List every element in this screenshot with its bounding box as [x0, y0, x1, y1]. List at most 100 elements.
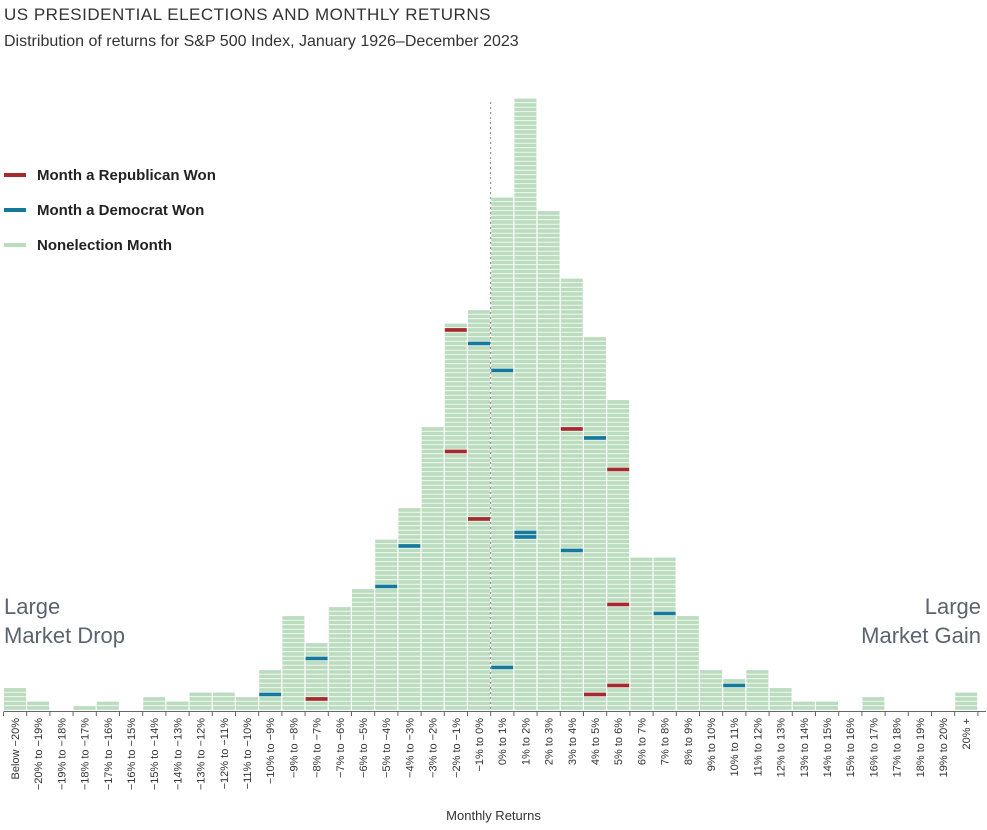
bar: [792, 701, 815, 710]
month-cell: [375, 692, 398, 697]
month-cell: [607, 548, 630, 553]
month-cell: [607, 476, 630, 481]
month-cell: [537, 679, 560, 683]
month-cell: [468, 431, 490, 436]
month-cell: [491, 499, 514, 503]
month-cell: [398, 517, 421, 521]
month-cell: [560, 553, 583, 557]
month-cell: [514, 697, 537, 701]
month-cell: [282, 670, 305, 674]
month-cell: [560, 377, 583, 382]
month-cell: [514, 391, 537, 395]
x-tick-label: 17% to 18%: [892, 718, 904, 778]
month-cell: [514, 593, 537, 598]
month-cell: [700, 688, 722, 692]
month-cell: [514, 566, 537, 571]
month-cell: [584, 355, 606, 359]
month-cell: [630, 593, 653, 598]
month-cell: [537, 526, 560, 530]
month-cell: [537, 494, 560, 499]
month-cell: [584, 697, 606, 701]
month-cell: [328, 688, 351, 692]
bars-group: [4, 98, 978, 710]
month-cell: [560, 593, 583, 598]
month-cell: [584, 634, 606, 638]
month-cell: [328, 697, 351, 701]
month-cell: [444, 364, 467, 368]
month-cell: [491, 625, 514, 629]
month-cell: [514, 287, 537, 292]
month-cell: [491, 364, 514, 368]
month-cell: [560, 611, 583, 616]
month-cell: [468, 661, 490, 665]
month-cell: [514, 584, 537, 589]
bar: [143, 697, 166, 710]
bar: [375, 539, 398, 710]
month-cell: [468, 382, 490, 386]
month-cell: [514, 377, 537, 382]
month-cell: [421, 571, 444, 575]
month-cell: [468, 400, 490, 404]
month-cell: [375, 589, 398, 593]
month-cell: [514, 269, 537, 274]
month-cell: [630, 611, 653, 616]
month-cell: [537, 305, 560, 310]
month-cell: [514, 386, 537, 391]
month-cell: [653, 620, 676, 625]
month-cell: [584, 517, 606, 521]
month-cell: [537, 683, 560, 688]
month-cell: [537, 319, 560, 323]
x-tick-label: 13% to 14%: [799, 718, 811, 778]
month-cell: [468, 647, 490, 652]
month-cell: [468, 652, 490, 656]
month-cell: [468, 440, 490, 445]
month-cell: [607, 656, 630, 661]
month-cell: [560, 580, 583, 584]
month-cell: [468, 683, 490, 688]
month-cell: [514, 539, 537, 544]
month-cell: [282, 665, 305, 670]
month-cell: [352, 647, 374, 652]
month-cell: [514, 463, 537, 467]
month-cell: [630, 598, 653, 602]
month-cell: [560, 643, 583, 647]
month-cell: [560, 454, 583, 458]
bar: [955, 692, 978, 710]
month-cell: [514, 296, 537, 301]
month-cell: [560, 521, 583, 526]
month-cell: [653, 692, 676, 697]
month-cell: [584, 562, 606, 566]
month-cell: [584, 449, 606, 454]
month-cell: [491, 472, 514, 476]
month-cell: [514, 449, 537, 454]
month-cell: [584, 530, 606, 535]
month-cell: [514, 485, 537, 490]
x-tick-label: 14% to 15%: [822, 718, 834, 778]
month-cell: [514, 328, 537, 332]
month-cell: [398, 634, 421, 638]
month-cell: [723, 688, 746, 692]
month-cell: [352, 674, 374, 679]
month-cell: [375, 593, 398, 598]
month-cell: [444, 386, 467, 391]
month-cell: [491, 332, 514, 337]
month-cell: [491, 463, 514, 467]
x-tick-label: 19% to 20%: [938, 718, 950, 778]
month-cell: [491, 224, 514, 229]
month-cell: [468, 404, 490, 409]
month-cell: [584, 656, 606, 661]
month-cell: [468, 481, 490, 485]
month-cell: [584, 643, 606, 647]
month-cell: [491, 206, 514, 211]
month-cell: [676, 683, 699, 688]
month-cell: [375, 706, 398, 710]
month-cell: [421, 503, 444, 508]
month-cell: [607, 661, 630, 665]
month-cell: [468, 701, 490, 706]
month-cell: [444, 463, 467, 467]
month-cell: [537, 688, 560, 692]
month-cell: [537, 589, 560, 593]
month-cell: [653, 598, 676, 602]
month-cell: [491, 679, 514, 683]
month-cell: [421, 652, 444, 656]
